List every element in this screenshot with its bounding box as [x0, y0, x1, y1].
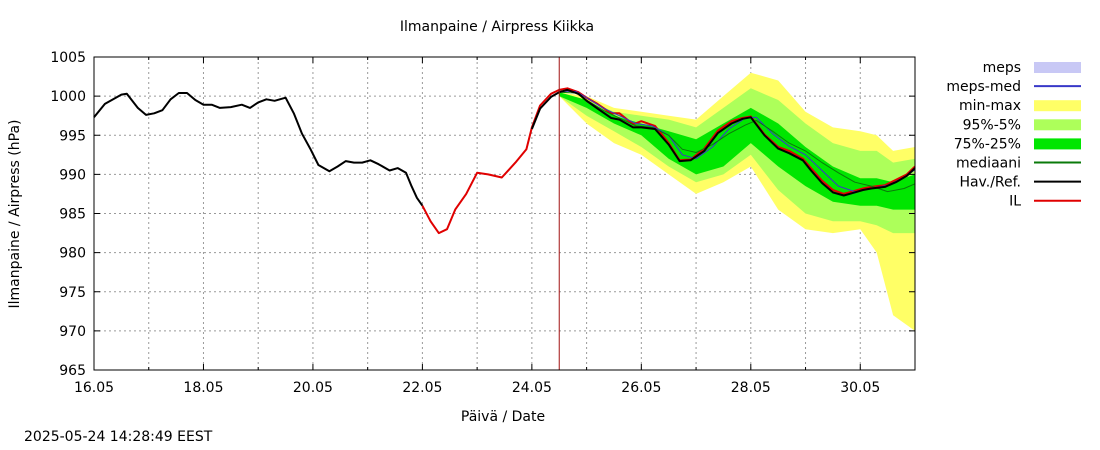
- legend: meps meps-med min-max 95%-5% 75%-25% mediaani…: [946, 60, 1081, 210]
- legend-swatch: [1034, 62, 1081, 73]
- x-tick-label: 20.05: [293, 380, 333, 396]
- y-tick-label: 1000: [50, 89, 86, 105]
- legend-swatch: [1034, 138, 1081, 150]
- legend-label: mediaani: [956, 156, 1021, 172]
- x-tick-labels: 16.05 18.05 20.05 22.05 24.05 26.05 28.05 30.05: [74, 57, 916, 396]
- legend-swatch: [1034, 100, 1081, 112]
- band-layer: [559, 72, 915, 331]
- band-75-25-: [559, 92, 915, 210]
- legend-label: Hav./Ref.: [959, 175, 1021, 191]
- y-tick-label: 990: [59, 167, 86, 183]
- legend-swatch: [1034, 119, 1081, 131]
- series-line-hav-ref-: [93, 92, 424, 207]
- y-tick-label: 965: [59, 363, 86, 379]
- series-line-il: [421, 87, 916, 235]
- x-tick-label: 26.05: [621, 380, 661, 396]
- series-line-mediaani: [559, 91, 916, 193]
- legend-label: IL: [1009, 194, 1021, 210]
- x-tick-label: 30.05: [840, 380, 880, 396]
- y-tick-label: 970: [59, 324, 86, 340]
- y-tick-label: 985: [59, 207, 86, 223]
- y-tick-label: 995: [59, 128, 86, 144]
- y-tick-label: 975: [59, 285, 86, 301]
- series-line-hav-ref-: [530, 88, 916, 197]
- timestamp: 2025-05-24 14:28:49 EEST: [24, 429, 213, 445]
- legend-label: meps-med: [946, 79, 1021, 95]
- x-tick-label: 16.05: [74, 380, 114, 396]
- x-tick-label: 28.05: [731, 380, 771, 396]
- y-axis-label: Ilmanpaine / Airpress (hPa): [7, 120, 23, 309]
- x-tick-label: 22.05: [402, 380, 442, 396]
- y-tick-label: 980: [59, 246, 86, 262]
- x-tick-label: 24.05: [512, 380, 552, 396]
- legend-label: 75%-25%: [954, 136, 1021, 152]
- chart-title: Ilmanpaine / Airpress Kiikka: [400, 19, 594, 35]
- x-tick-label: 18.05: [183, 380, 223, 396]
- legend-label: min-max: [959, 98, 1021, 114]
- y-tick-label: 1005: [50, 50, 86, 66]
- series-layer: [93, 87, 916, 235]
- x-axis-label: Päivä / Date: [461, 409, 545, 425]
- legend-label: 95%-5%: [963, 117, 1021, 133]
- legend-label: meps: [983, 60, 1021, 76]
- y-tick-labels: 965 970 975 980 985 990 995 1000 1005: [50, 50, 915, 379]
